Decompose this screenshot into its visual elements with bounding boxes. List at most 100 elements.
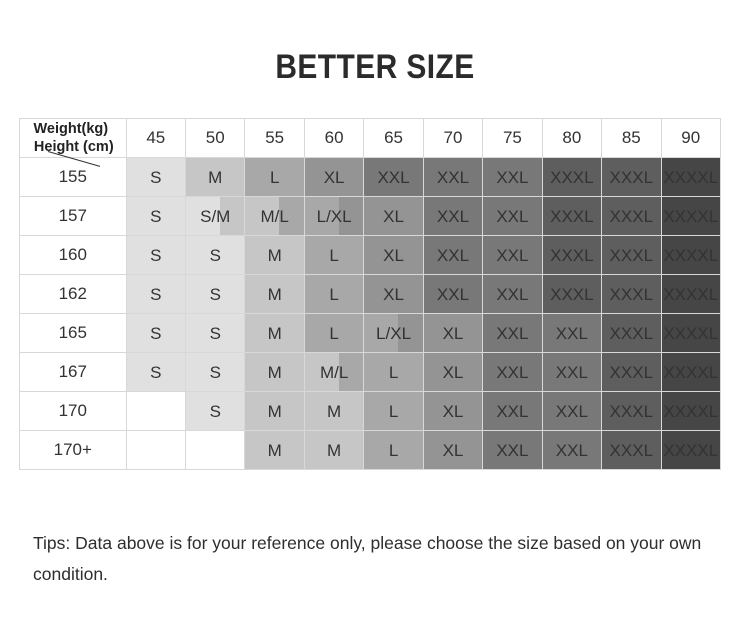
weight-column-header: 85 xyxy=(601,118,662,158)
size-cell: XL xyxy=(303,157,365,197)
size-cell-label: L xyxy=(388,401,399,421)
size-cell: S xyxy=(185,313,246,353)
size-cell-label: XXXL xyxy=(609,167,654,187)
size-cell-label: M xyxy=(267,440,282,460)
size-cell: XXXL xyxy=(601,313,662,353)
size-cell-label: XXL xyxy=(555,362,588,382)
size-cell-label: M xyxy=(267,401,282,421)
size-cell-label: XXXXL xyxy=(663,401,719,421)
size-cell-label: S xyxy=(150,206,162,226)
size-cell: XXXXL xyxy=(660,274,722,314)
weight-column-header: 75 xyxy=(482,118,543,158)
height-row-header: 170+ xyxy=(19,430,127,470)
size-cell: L xyxy=(363,391,424,431)
size-cell-label: XXL xyxy=(496,245,529,265)
table-row: 160 S S M L XL XXL XXL XXXL XXXL XXXXL xyxy=(19,235,722,275)
weight-column-header: 70 xyxy=(422,118,484,158)
size-cell: XXXXL xyxy=(660,235,722,275)
size-cell-label: XXXL xyxy=(609,206,654,226)
size-cell: L xyxy=(363,352,424,392)
size-cell-label: M xyxy=(267,245,282,265)
size-cell-label: XXL xyxy=(555,401,588,421)
size-cell-label: L xyxy=(269,167,280,187)
size-cell: M/L xyxy=(244,196,305,236)
size-cell: S xyxy=(185,274,246,314)
size-cell-label: XXXXL xyxy=(663,284,719,304)
size-cell: XXXL xyxy=(601,391,662,431)
size-cell-label: S xyxy=(209,362,221,382)
size-cell: XXL xyxy=(363,157,424,197)
size-cell-label: M xyxy=(267,323,282,343)
height-row-header: 162 xyxy=(19,274,127,314)
table-header-row: Weight(kg) Height (cm) 45 50 55 60 65 70 75 80 85 9… xyxy=(19,118,722,168)
size-cell-label: XL xyxy=(442,323,464,343)
size-cell-label: L xyxy=(388,440,399,460)
size-cell: XL xyxy=(363,196,424,236)
size-cell xyxy=(125,391,187,431)
size-cell-label: L/XL xyxy=(376,323,412,343)
size-cell-label: XXXL xyxy=(550,206,594,226)
weight-column-header: 80 xyxy=(541,118,603,158)
size-cell: XXL xyxy=(541,391,603,431)
size-cell: M xyxy=(244,274,305,314)
size-cell: XXXXL xyxy=(660,430,722,470)
size-cell: S xyxy=(185,391,246,431)
weight-column-header: 60 xyxy=(303,118,365,158)
table-row: 157 S S/M M/L L/XL XL XXL XXL XXXL XXXL XXXXL xyxy=(19,196,722,236)
table-row: 165 S S M L L/XL XL XXL XXL XXXL XXXXL xyxy=(19,313,722,353)
size-cell-label: S xyxy=(209,284,221,304)
size-cell-label: XXL xyxy=(436,206,470,226)
size-cell-label: XL xyxy=(323,167,345,187)
size-cell: S xyxy=(125,235,187,275)
size-cell: S xyxy=(125,274,187,314)
size-cell-label: M xyxy=(208,167,223,187)
size-cell: XXL xyxy=(541,430,603,470)
weight-column-header: 90 xyxy=(660,118,722,158)
weight-column-header: 55 xyxy=(244,118,305,158)
size-cell: XXXL xyxy=(601,274,662,314)
size-cell: M xyxy=(185,157,246,197)
height-row-header: 160 xyxy=(19,235,127,275)
size-cell: XXL xyxy=(482,157,543,197)
size-cell-label: XL xyxy=(383,245,404,265)
size-cell: S xyxy=(125,313,187,353)
size-cell: S xyxy=(185,352,246,392)
size-cell-label: XXXL xyxy=(609,362,654,382)
size-cell-label: XXL xyxy=(436,167,470,187)
size-cell-label: M/L xyxy=(319,362,349,382)
size-table-body: Weight(kg) Height (cm) 45 50 55 60 65 70 75 80 85 9… xyxy=(19,118,722,470)
size-cell: XXL xyxy=(482,235,543,275)
size-cell-label: XL xyxy=(442,362,464,382)
size-cell-label: XXL xyxy=(496,284,529,304)
size-cell: M xyxy=(244,313,305,353)
size-cell-label: S xyxy=(150,362,162,382)
height-row-header: 165 xyxy=(19,313,127,353)
size-cell-split-half xyxy=(398,314,423,352)
size-cell-label: S xyxy=(150,245,162,265)
size-cell: XL xyxy=(422,430,484,470)
size-cell-label: S xyxy=(209,401,221,421)
size-cell-label: XXXXL xyxy=(663,362,719,382)
size-cell-label: XXXL xyxy=(550,167,594,187)
height-row-header: 167 xyxy=(19,352,127,392)
weight-axis-label: Weight(kg) xyxy=(33,121,109,137)
size-cell-label: XXXXL xyxy=(663,440,719,460)
size-cell-label: XXL xyxy=(496,401,529,421)
size-cell-label: L xyxy=(329,323,339,343)
size-cell-label: S xyxy=(209,323,221,343)
size-cell: XXL xyxy=(422,196,484,236)
size-cell-label: XXL xyxy=(555,440,588,460)
size-cell-label: XXL xyxy=(496,362,529,382)
size-cell-label: L xyxy=(388,362,399,382)
height-axis-label: Height (cm) xyxy=(33,139,114,155)
size-cell-label: L xyxy=(329,284,339,304)
axis-corner-cell: Weight(kg) Height (cm) xyxy=(19,118,127,168)
size-cell-split-half xyxy=(338,353,364,391)
size-cell: XXXXL xyxy=(660,352,722,392)
size-cell-label: XXXXL xyxy=(663,167,719,187)
table-row: 155 S M L XL XXL XXL XXL XXXL XXXL XXXXL xyxy=(19,157,722,197)
size-cell: M xyxy=(244,391,305,431)
size-cell: XXL xyxy=(422,235,484,275)
size-cell: XL xyxy=(422,352,484,392)
size-cell: XXL xyxy=(422,157,484,197)
